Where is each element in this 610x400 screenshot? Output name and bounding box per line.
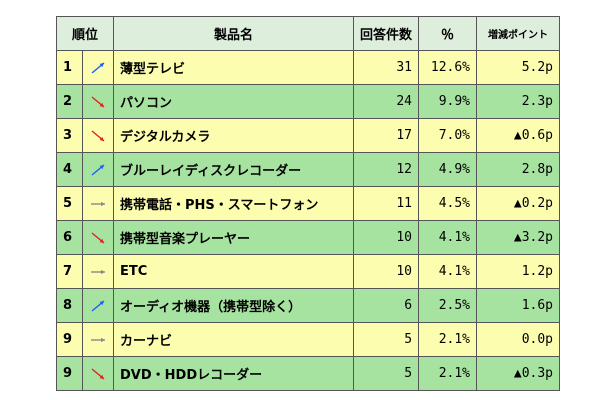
count-cell: 10 (352, 220, 420, 255)
product-name-cell: 薄型テレビ (113, 50, 354, 85)
table-row: 1 薄型テレビ 31 12.6% 5.2p (56, 50, 561, 85)
trend-cell (82, 84, 114, 119)
table-row: 5 携帯電話・PHS・スマートフォン 11 4.5% ▲0.2p (56, 186, 561, 221)
table-row: 7 ETC 10 4.1% 1.2p (56, 254, 561, 289)
count-cell: 10 (352, 254, 420, 289)
trend-cell (82, 118, 114, 153)
points-cell: 0.0p (476, 322, 561, 357)
header-percent: ％ (418, 16, 478, 51)
points-cell: ▲0.6p (476, 118, 561, 153)
rank-cell: 3 (56, 118, 83, 153)
table-row: 3 デジタルカメラ 17 7.0% ▲0.6p (56, 118, 561, 153)
trend-cell (82, 356, 114, 391)
trend-cell (82, 152, 114, 187)
count-cell: 11 (352, 186, 420, 221)
rank-cell: 7 (56, 254, 83, 289)
trend-up-arrow-icon (91, 299, 105, 312)
percent-cell: 4.9% (418, 152, 478, 187)
points-cell: 1.2p (476, 254, 561, 289)
count-cell: 17 (352, 118, 420, 153)
rank-cell: 6 (56, 220, 83, 255)
product-name-cell: ブルーレイディスクレコーダー (113, 152, 354, 187)
trend-cell (82, 322, 114, 357)
product-name-cell: パソコン (113, 84, 354, 119)
table-row: 9 カーナビ 5 2.1% 0.0p (56, 322, 561, 357)
count-cell: 5 (352, 322, 420, 357)
trend-flat-arrow-icon (91, 337, 105, 342)
points-cell: ▲0.2p (476, 186, 561, 221)
product-name-cell: 携帯電話・PHS・スマートフォン (113, 186, 354, 221)
rank-cell: 8 (56, 288, 83, 323)
trend-down-arrow-icon (91, 367, 105, 380)
percent-cell: 2.1% (418, 356, 478, 391)
points-cell: ▲3.2p (476, 220, 561, 255)
percent-cell: 2.1% (418, 322, 478, 357)
table-body: 1 薄型テレビ 31 12.6% 5.2p 2 パソコン 24 9.9% 2.3p 3 デジタルカメラ… (56, 50, 561, 391)
trend-flat-arrow-icon (91, 201, 105, 206)
header-count: 回答件数 (352, 16, 420, 51)
points-cell: 2.8p (476, 152, 561, 187)
product-name-cell: デジタルカメラ (113, 118, 354, 153)
header-product: 製品名 (113, 16, 354, 51)
count-cell: 12 (352, 152, 420, 187)
ranking-table: 順位 製品名 回答件数 ％ 増減ポイント 1 薄型テレビ 31 12.6% 5.2p 2 パ… (56, 16, 561, 391)
product-name-cell: ETC (113, 254, 354, 289)
points-cell: 2.3p (476, 84, 561, 119)
product-name-cell: カーナビ (113, 322, 354, 357)
rank-cell: 1 (56, 50, 83, 85)
trend-cell (82, 288, 114, 323)
table-row: 6 携帯型音楽プレーヤー 10 4.1% ▲3.2p (56, 220, 561, 255)
trend-cell (82, 220, 114, 255)
rank-cell: 9 (56, 322, 83, 357)
table-row: 4 ブルーレイディスクレコーダー 12 4.9% 2.8p (56, 152, 561, 187)
trend-cell (82, 186, 114, 221)
points-cell: 1.6p (476, 288, 561, 323)
header-points: 増減ポイント (476, 16, 561, 51)
percent-cell: 4.1% (418, 254, 478, 289)
rank-cell: 2 (56, 84, 83, 119)
rank-cell: 9 (56, 356, 83, 391)
table-row: 8 オーディオ機器（携帯型除く） 6 2.5% 1.6p (56, 288, 561, 323)
rank-cell: 5 (56, 186, 83, 221)
points-cell: ▲0.3p (476, 356, 561, 391)
percent-cell: 4.1% (418, 220, 478, 255)
trend-up-arrow-icon (91, 61, 105, 74)
trend-down-arrow-icon (91, 231, 105, 244)
count-cell: 5 (352, 356, 420, 391)
table-row: 9 DVD・HDDレコーダー 5 2.1% ▲0.3p (56, 356, 561, 391)
table-row: 2 パソコン 24 9.9% 2.3p (56, 84, 561, 119)
trend-cell (82, 50, 114, 85)
percent-cell: 2.5% (418, 288, 478, 323)
product-name-cell: DVD・HDDレコーダー (113, 356, 354, 391)
count-cell: 6 (352, 288, 420, 323)
header-row: 順位 製品名 回答件数 ％ 増減ポイント (56, 16, 561, 51)
rank-cell: 4 (56, 152, 83, 187)
trend-down-arrow-icon (91, 129, 105, 142)
percent-cell: 9.9% (418, 84, 478, 119)
percent-cell: 4.5% (418, 186, 478, 221)
count-cell: 24 (352, 84, 420, 119)
count-cell: 31 (352, 50, 420, 85)
percent-cell: 7.0% (418, 118, 478, 153)
trend-down-arrow-icon (91, 95, 105, 108)
header-rank: 順位 (56, 16, 114, 51)
trend-cell (82, 254, 114, 289)
points-cell: 5.2p (476, 50, 561, 85)
product-name-cell: オーディオ機器（携帯型除く） (113, 288, 354, 323)
trend-up-arrow-icon (91, 163, 105, 176)
product-name-cell: 携帯型音楽プレーヤー (113, 220, 354, 255)
percent-cell: 12.6% (418, 50, 478, 85)
trend-flat-arrow-icon (91, 269, 105, 274)
